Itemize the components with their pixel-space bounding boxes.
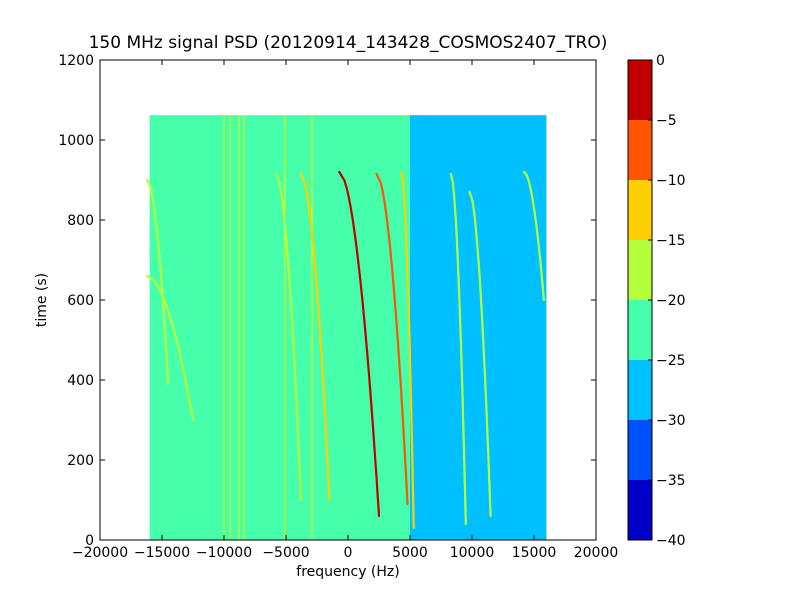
y-axis-label: time (s) bbox=[34, 273, 50, 327]
colorbar-tick-label: −15 bbox=[656, 233, 686, 249]
colorbar-tick-label: 0 bbox=[656, 53, 665, 69]
heatmap bbox=[149, 115, 547, 540]
colorbar-band bbox=[628, 360, 652, 420]
chart-title: 150 MHz signal PSD (20120914_143428_COSM… bbox=[89, 33, 608, 53]
colorbar-tick-label: −25 bbox=[656, 353, 686, 369]
colorbar-band bbox=[628, 300, 652, 360]
x-tick-label: 0 bbox=[344, 545, 353, 561]
colorbar-band bbox=[628, 180, 652, 240]
colorbar-tick-label: −5 bbox=[656, 113, 677, 129]
doppler-trace-8 bbox=[468, 190, 492, 518]
colorbar-tick-label: −35 bbox=[656, 473, 686, 489]
y-tick-label: 1000 bbox=[58, 133, 94, 149]
y-tick-label: 800 bbox=[67, 213, 94, 229]
doppler-trace-3 bbox=[299, 172, 331, 502]
doppler-trace-0 bbox=[146, 178, 170, 386]
colorbar-ticks: 0 −5 −10 −15 −20 −25 −30 −35 −40 bbox=[648, 53, 686, 549]
x-tick-label: 5000 bbox=[392, 545, 428, 561]
heatmap-region-1 bbox=[410, 115, 547, 540]
colorbar: 0 −5 −10 −15 −20 −25 −30 −35 −40 bbox=[627, 53, 686, 549]
y-tick-label: 0 bbox=[85, 533, 94, 549]
signal-traces bbox=[146, 115, 546, 540]
doppler-trace-7 bbox=[449, 172, 467, 526]
doppler-trace-4 bbox=[338, 170, 381, 518]
colorbar-tick-label: −30 bbox=[656, 413, 686, 429]
y-tick-label: 400 bbox=[67, 373, 94, 389]
doppler-trace-1 bbox=[146, 274, 195, 422]
colorbar-tick-label: −40 bbox=[656, 533, 686, 549]
y-tick-label: 200 bbox=[67, 453, 94, 469]
x-axis-label: frequency (Hz) bbox=[296, 564, 399, 580]
doppler-trace-6 bbox=[400, 170, 415, 530]
heatmap-region-0 bbox=[149, 115, 410, 540]
x-tick-label: 10000 bbox=[450, 545, 495, 561]
x-tick-label: −5000 bbox=[262, 545, 309, 561]
doppler-trace-9 bbox=[522, 170, 546, 302]
colorbar-band bbox=[628, 240, 652, 300]
y-tick-label: 1200 bbox=[58, 53, 94, 69]
x-tick-label: 15000 bbox=[512, 545, 557, 561]
y-axis-ticks: 0 200 400 600 800 1000 1200 bbox=[58, 53, 596, 549]
x-tick-label: −15000 bbox=[134, 545, 190, 561]
x-tick-label: 20000 bbox=[574, 545, 619, 561]
colorbar-band bbox=[628, 420, 652, 480]
plot-area: −20000 −15000 −10000 −5000 0 5000 10000 15000 20… bbox=[58, 53, 618, 561]
x-tick-label: −20000 bbox=[72, 545, 128, 561]
doppler-trace-5 bbox=[375, 172, 409, 506]
colorbar-tick-label: −20 bbox=[656, 293, 686, 309]
y-tick-label: 600 bbox=[67, 293, 94, 309]
colorbar-bands bbox=[628, 60, 652, 540]
x-axis-ticks: −20000 −15000 −10000 −5000 0 5000 10000 15000 20… bbox=[72, 60, 618, 561]
colorbar-tick-label: −10 bbox=[656, 173, 686, 189]
doppler-trace-2 bbox=[275, 172, 302, 502]
colorbar-band bbox=[628, 480, 652, 540]
x-tick-label: −10000 bbox=[196, 545, 252, 561]
colorbar-band bbox=[628, 120, 652, 180]
colorbar-band bbox=[628, 60, 652, 120]
